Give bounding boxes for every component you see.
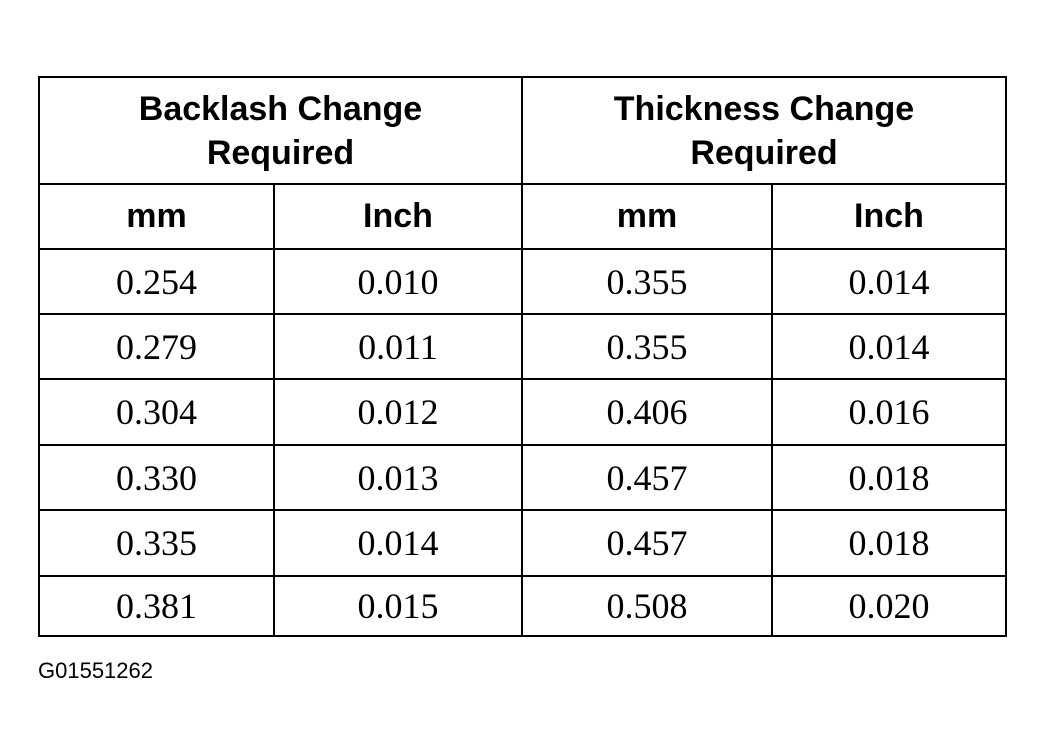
table-cell-text: 0.014	[273, 509, 523, 577]
group-header-text: Backlash Change Required	[138, 89, 423, 172]
table-cell-text: 0.010	[273, 248, 523, 315]
table-cell-text: 0.304	[38, 378, 275, 446]
column-header-text: mm	[38, 183, 275, 250]
table-cell-text: 0.012	[273, 378, 523, 446]
group-header-text: Thickness Change Required	[613, 89, 915, 172]
table-cell-text: 0.355	[521, 248, 773, 315]
table-cell-text: 0.018	[771, 444, 1007, 511]
table-cell-text: 0.016	[771, 378, 1007, 446]
table-cell-text: 0.330	[38, 444, 275, 511]
table-cell-text: 0.279	[38, 313, 275, 380]
table-cell-text: 0.335	[38, 509, 275, 577]
table-cell-text: 0.508	[521, 575, 773, 637]
group-header: Thickness Change Required	[521, 76, 1007, 185]
table-cell-text: 0.013	[273, 444, 523, 511]
table-cell-text: 0.381	[38, 575, 275, 637]
table-cell-text: 0.014	[771, 248, 1007, 315]
column-header-text: Inch	[273, 183, 523, 250]
group-header: Backlash Change Required	[38, 76, 523, 185]
table-cell-text: 0.018	[771, 509, 1007, 577]
table-cell-text: 0.457	[521, 444, 773, 511]
table-cell-text: 0.457	[521, 509, 773, 577]
column-header-text: mm	[521, 183, 773, 250]
table-cell-text: 0.020	[771, 575, 1007, 637]
table-cell-text: 0.015	[273, 575, 523, 637]
table-cell-text: 0.406	[521, 378, 773, 446]
table-cell-text: 0.254	[38, 248, 275, 315]
table-cell-text: 0.355	[521, 313, 773, 380]
table-cell-text: 0.014	[771, 313, 1007, 380]
column-header-text: Inch	[771, 183, 1007, 250]
table-cell-text: 0.011	[273, 313, 523, 380]
figure-id: G01551262	[38, 658, 153, 683]
